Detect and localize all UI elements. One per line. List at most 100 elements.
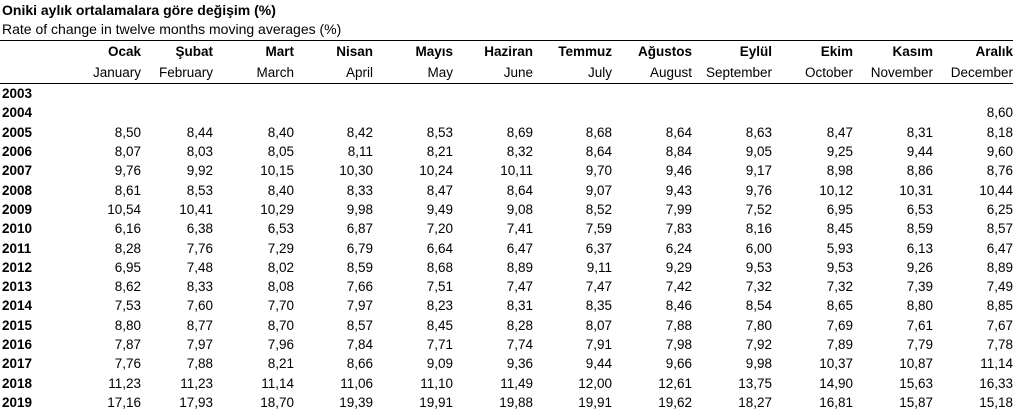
data-row: 2009 10,54 10,41 10,29 9,98 9,49 9,08 8,52 7,99 7…: [0, 200, 1013, 219]
value-cell: 10,15: [260, 163, 294, 179]
column-header-tr: Kasım: [853, 40, 933, 62]
value-cell: 6,13: [906, 240, 933, 256]
value-cell: 8,68: [585, 124, 612, 140]
value-cell: 8,70: [267, 317, 294, 333]
value-cell: 8,08: [267, 279, 294, 295]
value-cell: 8,98: [826, 163, 853, 179]
year-cell: 2004: [2, 105, 33, 121]
value-cell: 9,05: [745, 144, 772, 160]
value-cell: 10,54: [107, 201, 141, 217]
value-cell: 8,89: [986, 259, 1013, 275]
value-cell: 14,90: [819, 375, 853, 391]
value-cell: 9,17: [745, 163, 772, 179]
value-cell: 9,36: [506, 356, 533, 372]
value-cell: 8,77: [186, 317, 213, 333]
value-cell: 8,31: [906, 124, 933, 140]
data-row: 2015 8,80 8,77 8,70 8,57 8,45 8,28 8,07 7,88 7,80…: [0, 316, 1013, 335]
column-header-en: March: [213, 62, 294, 84]
value-cell: 9,76: [114, 163, 141, 179]
value-cell: 10,30: [339, 163, 373, 179]
value-cell: 8,59: [346, 259, 373, 275]
value-cell: 9,70: [585, 163, 612, 179]
data-row: 2007 9,76 9,92 10,15 10,30 10,24 10,11 9,70 9,46…: [0, 161, 1013, 180]
value-cell: 11,14: [980, 356, 1013, 372]
value-cell: 6,79: [346, 240, 373, 256]
year-cell: 2018: [2, 375, 33, 391]
value-cell: 8,07: [114, 144, 141, 160]
value-cell: 7,49: [986, 279, 1013, 295]
column-header-en: November: [853, 62, 933, 84]
column-header-tr: Temmuz: [533, 40, 612, 62]
value-cell: 8,40: [267, 182, 294, 198]
column-header-en: May: [373, 62, 453, 84]
value-cell: 8,18: [986, 124, 1013, 140]
value-cell: 6,87: [346, 221, 373, 237]
value-cell: 7,98: [665, 337, 692, 352]
value-cell: 7,89: [826, 337, 853, 352]
value-cell: 8,05: [267, 144, 294, 160]
value-cell: 8,03: [186, 144, 213, 160]
value-cell: 6,25: [986, 201, 1013, 217]
value-cell: 8,63: [745, 124, 772, 140]
value-cell: 12,61: [658, 375, 692, 391]
value-cell: 8,53: [426, 124, 453, 140]
data-row: 2017 7,76 7,88 8,21 8,66 9,09 9,36 9,44 9,66 9,98…: [0, 354, 1013, 373]
empty-cell: [853, 103, 933, 122]
subtitle: Rate of change in twelve months moving a…: [2, 21, 342, 37]
empty-cell: [294, 84, 373, 104]
value-cell: 8,23: [426, 298, 453, 314]
value-cell: 18,27: [738, 394, 772, 410]
year-cell: 2009: [2, 201, 33, 217]
value-cell: 9,49: [426, 201, 453, 217]
value-cell: 8,46: [665, 298, 692, 314]
value-cell: 8,45: [426, 317, 453, 333]
value-cell: 9,43: [665, 182, 692, 198]
empty-cell: [70, 84, 141, 104]
year-cell: 2015: [2, 317, 33, 333]
value-cell: 6,16: [114, 221, 141, 237]
value-cell: 8,35: [585, 298, 612, 314]
empty-cell: [373, 84, 453, 104]
column-header-en: October: [772, 62, 853, 84]
data-row: 2003: [0, 84, 1013, 104]
value-cell: 10,37: [819, 356, 853, 372]
value-cell: 7,48: [186, 259, 213, 275]
empty-cell: [213, 84, 294, 104]
data-row: 2011 8,28 7,76 7,29 6,79 6,64 6,47 6,37 6,24 6,00…: [0, 238, 1013, 257]
value-cell: 9,53: [745, 259, 772, 275]
value-cell: 7,71: [426, 337, 453, 352]
data-row: 2014 7,53 7,60 7,70 7,97 8,23 8,31 8,35 8,46 8,54…: [0, 296, 1013, 315]
value-cell: 8,33: [346, 182, 373, 198]
empty-cell: [612, 103, 692, 122]
value-cell: 7,83: [665, 221, 692, 237]
value-cell: 7,41: [506, 221, 533, 237]
value-cell: 5,93: [826, 240, 853, 256]
value-cell: 9,08: [506, 201, 533, 217]
value-cell: 7,87: [114, 337, 141, 352]
year-cell: 2011: [2, 240, 32, 256]
value-cell: 9,26: [906, 259, 933, 275]
value-cell: 19,39: [339, 394, 373, 410]
value-cell: 8,53: [186, 182, 213, 198]
value-cell: 6,64: [426, 240, 453, 256]
value-cell: 13,75: [738, 375, 772, 391]
value-cell: 8,85: [986, 298, 1013, 314]
column-header-tr: Ağustos: [612, 40, 692, 62]
value-cell: 9,25: [826, 144, 853, 160]
value-cell: 7,29: [267, 240, 294, 256]
value-cell: 8,76: [986, 163, 1013, 179]
value-cell: 9,76: [745, 182, 772, 198]
value-cell: 7,84: [346, 337, 373, 352]
value-cell: 7,76: [114, 356, 141, 372]
empty-cell: [70, 103, 141, 122]
value-cell: 12,00: [578, 375, 612, 391]
value-cell: 7,53: [114, 298, 141, 314]
value-cell: 11,23: [108, 375, 141, 391]
value-cell: 7,59: [585, 221, 612, 237]
value-cell: 9,60: [986, 144, 1013, 160]
column-header-tr: Şubat: [141, 40, 213, 62]
value-cell: 8,64: [506, 182, 533, 198]
value-cell: 9,92: [186, 163, 213, 179]
value-cell: 6,53: [906, 201, 933, 217]
value-cell: 7,99: [665, 201, 692, 217]
